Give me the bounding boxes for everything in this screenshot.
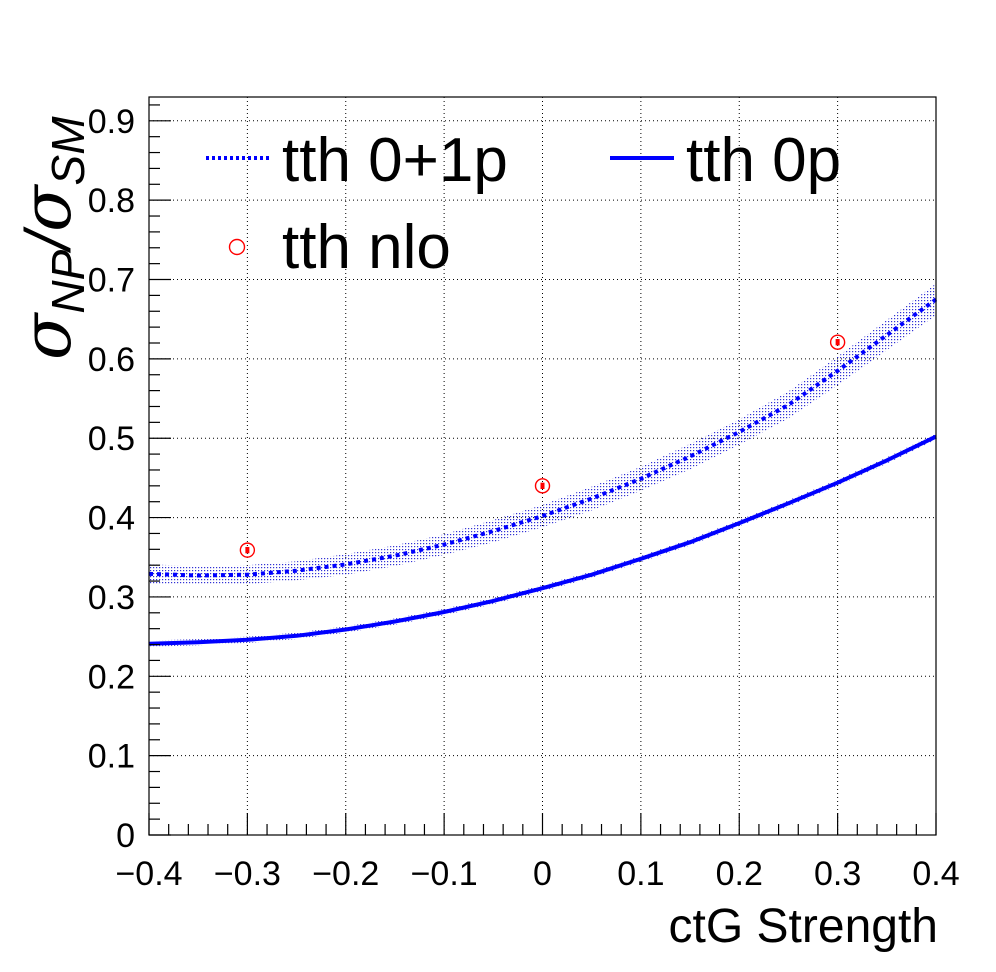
nlo-points	[239, 334, 846, 558]
nlo-point-marker	[829, 334, 846, 350]
y-tick-label: 0.9	[88, 103, 135, 141]
y-axis-sub-den: SM	[42, 116, 94, 186]
nlo-point-marker	[534, 478, 551, 494]
x-tick-label: −0.4	[115, 855, 182, 893]
legend-label-tth-nlo: tth nlo	[282, 213, 451, 282]
y-axis-sigma-num: σ	[8, 312, 87, 360]
x-axis-title: ctG Strength	[669, 900, 938, 953]
x-tick-label: −0.3	[214, 855, 281, 893]
y-tick-label: 0.4	[88, 500, 135, 538]
y-axis-sub-num: NP	[42, 249, 94, 313]
y-tick-label: 0.8	[88, 182, 135, 220]
y-tick-label: 0.6	[88, 341, 135, 379]
y-tick-label: 0.1	[88, 738, 135, 776]
legend: tth 0+1p tth 0p tth nlo	[206, 126, 841, 282]
nlo-point-marker	[239, 542, 256, 558]
x-tick-label: 0.4	[912, 855, 959, 893]
x-tick-label: −0.1	[411, 855, 478, 893]
y-tick-label: 0.3	[88, 579, 135, 617]
grid	[149, 97, 936, 835]
y-axis-title: σNP/σSM	[8, 116, 94, 360]
x-tick-label: −0.2	[312, 855, 379, 893]
x-tick-labels: −0.4 −0.3 −0.2 −0.1 0 0.1 0.2 0.3 0.4	[115, 855, 959, 893]
legend-label-tth-0-1p: tth 0+1p	[282, 126, 508, 195]
y-tick-label: 0	[116, 817, 135, 855]
x-tick-label: 0.1	[617, 855, 664, 893]
y-tick-labels: 0 0.1 0.2 0.3 0.4 0.5 0.6 0.7 0.8 0.9	[88, 103, 135, 855]
y-tick-label: 0.5	[88, 420, 135, 458]
axis-ticks	[148, 104, 937, 836]
series-lines	[148, 297, 938, 646]
y-tick-label: 0.7	[88, 262, 135, 300]
band-tth-0-1p	[149, 283, 936, 585]
series-line-tth-0p	[148, 434, 937, 646]
x-tick-label: 0.3	[814, 855, 861, 893]
y-tick-label: 0.2	[88, 658, 135, 696]
series-line-tth-0-1p	[148, 297, 938, 578]
y-axis-sigma-den: σ	[8, 184, 87, 232]
legend-label-tth-0p: tth 0p	[686, 126, 841, 195]
x-tick-label: 0	[533, 855, 552, 893]
uncertainty-bands	[149, 283, 936, 647]
legend-circle-marker-symbol	[228, 238, 246, 256]
svg-text:σNP/σSM: σNP/σSM	[8, 116, 94, 360]
x-tick-label: 0.2	[716, 855, 763, 893]
